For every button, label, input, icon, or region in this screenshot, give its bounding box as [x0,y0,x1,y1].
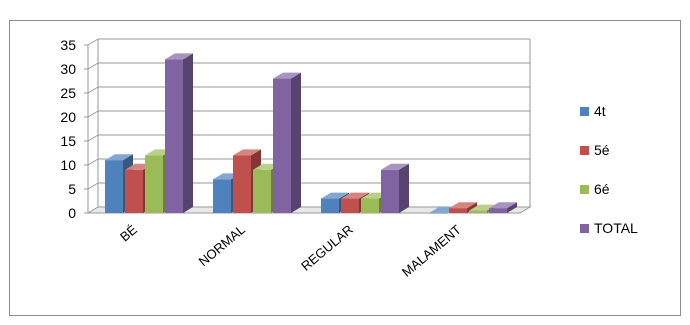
gridline-side [88,111,98,117]
bar-front [341,199,359,213]
gridline-side [88,135,98,141]
legend-label: 4t [594,103,606,119]
bar-front [105,160,123,213]
bars [105,53,517,213]
legend-item-total: TOTAL [580,220,638,236]
legend-swatch [580,185,589,194]
bar-front [125,170,143,213]
bar-total-normal [273,73,301,213]
bar-front [213,179,231,213]
gridline-side [88,87,98,93]
legend-label: 6é [594,181,610,197]
bar-front [469,211,487,213]
x-tick-label: REGULAR [298,222,356,274]
gridline-side [88,159,98,165]
legend-item-6é: 6é [580,181,610,197]
bar-front [233,155,251,213]
legend-swatch [580,224,589,233]
bar-front [361,199,379,213]
x-tick-label: NORMAL [196,222,248,269]
legend-item-4t: 4t [580,103,606,119]
bar-total-regular [381,164,409,213]
y-tick-label: 15 [60,133,76,149]
y-tick-label: 0 [68,205,76,221]
bar-side [399,164,409,213]
legend-label: TOTAL [594,220,638,236]
y-tick-label: 35 [60,37,76,53]
legend-label: 5é [594,142,610,158]
bar-front [449,208,467,213]
bar-front [145,155,163,213]
bar-total-bé [165,53,193,213]
gridline-side [88,63,98,69]
x-tick-label: MALAMENT [399,222,464,280]
legend-swatch [580,146,589,155]
y-tick-label: 20 [60,109,76,125]
y-tick-label: 30 [60,61,76,77]
gridline-side [88,39,98,45]
bar-front [381,170,399,213]
legend-swatch [580,107,589,116]
legend-item-5é: 5é [580,142,610,158]
y-axis: 0 5 10 15 20 25 30 35 [60,37,88,221]
bar-front [321,199,339,213]
bar-front [273,79,291,213]
x-tick-label: BÉ [117,222,140,245]
bar-front [165,59,183,213]
y-tick-label: 25 [60,85,76,101]
legend: 4t 5é 6é TOTAL [580,103,638,236]
bar-front [253,170,271,213]
bar-side [183,53,193,213]
y-tick-label: 10 [60,157,76,173]
bar-front [429,213,447,214]
bar-side [291,73,301,213]
gridline-side [88,183,98,189]
y-tick-label: 5 [68,181,76,197]
bar-front [489,208,507,213]
x-axis: BÉ NORMAL REGULAR MALAMENT [117,222,464,280]
